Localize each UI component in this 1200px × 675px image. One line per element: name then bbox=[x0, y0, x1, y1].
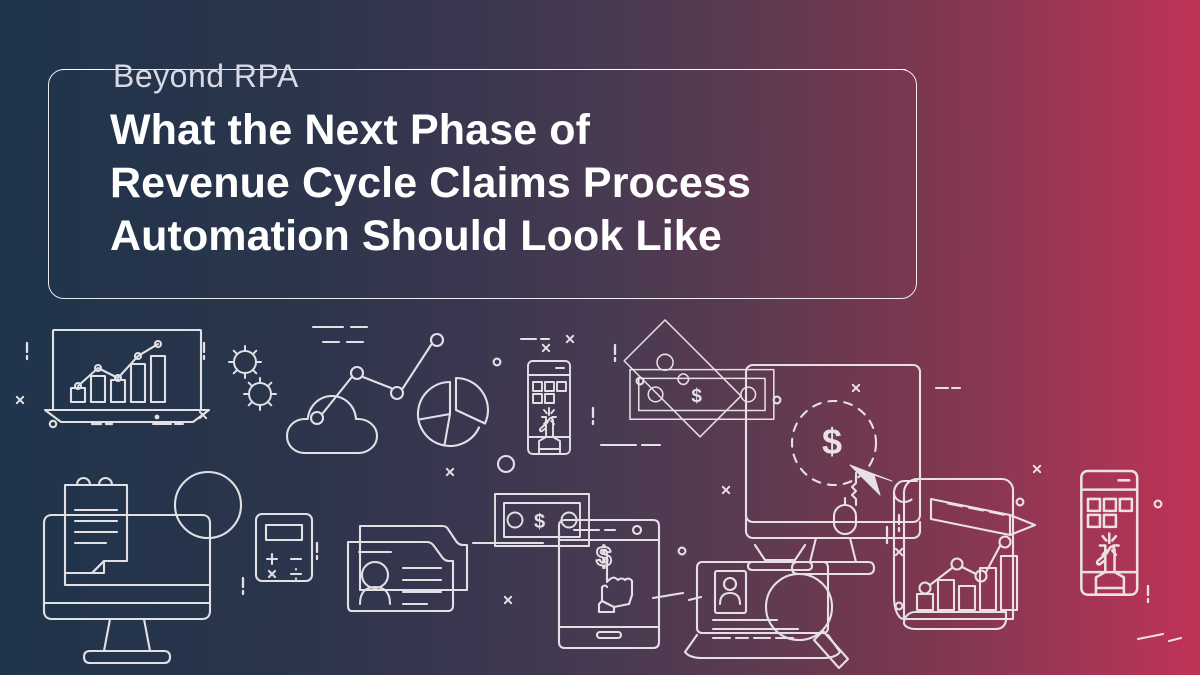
svg-text:$: $ bbox=[822, 421, 842, 462]
svg-text:$: $ bbox=[596, 541, 612, 572]
svg-text:$: $ bbox=[691, 386, 702, 407]
